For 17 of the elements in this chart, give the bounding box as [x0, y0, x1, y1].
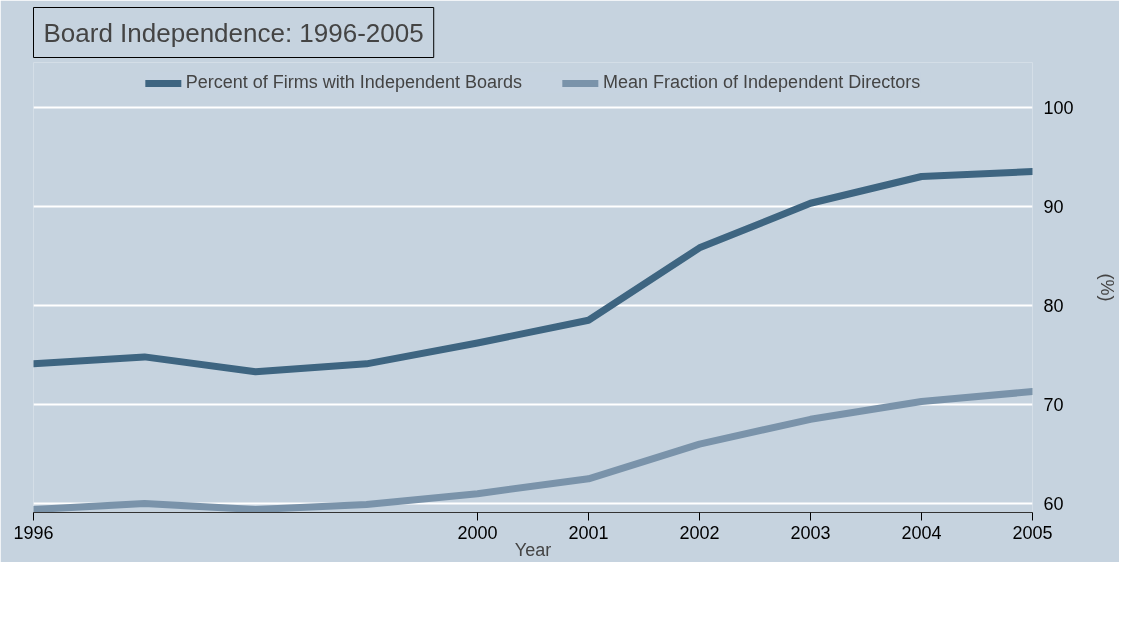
x-tick-label: 2001	[568, 522, 609, 543]
x-tick-label: 2005	[1012, 522, 1053, 543]
x-tick-label: 2000	[457, 522, 498, 543]
x-tick-label: 2003	[790, 522, 831, 543]
y-tick-label: 90	[1043, 196, 1064, 217]
x-tick-label: 2002	[679, 522, 720, 543]
y-tick-label: 100	[1043, 97, 1074, 118]
chart-title: Board Independence: 1996-2005	[43, 17, 424, 48]
x-axis-title: Year	[514, 539, 552, 560]
legend-label: Percent of Firms with Independent Boards	[185, 72, 523, 93]
y-tick-label: 80	[1043, 295, 1064, 316]
y-tick-label: 70	[1043, 394, 1064, 415]
y-axis-title: (%)	[1096, 273, 1117, 302]
legend-label: Mean Fraction of Independent Directors	[603, 72, 921, 93]
x-tick-label: 2004	[901, 522, 942, 543]
y-tick-label: 60	[1043, 494, 1064, 515]
x-tick-label: 1996	[13, 522, 54, 543]
